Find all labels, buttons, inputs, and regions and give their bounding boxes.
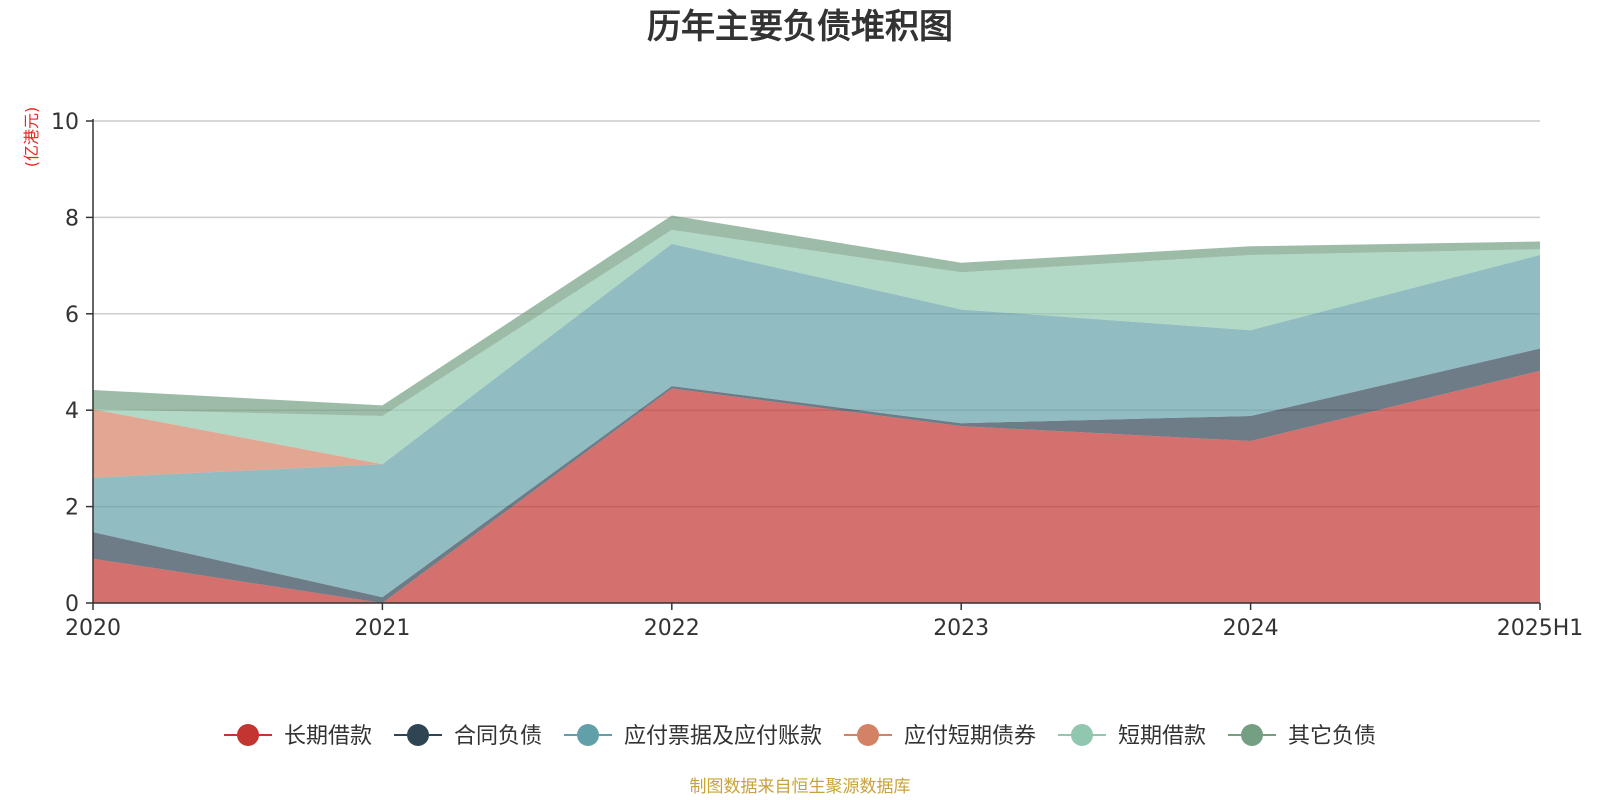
y-tick-label-2: 4: [65, 399, 79, 424]
legend-marker-2: [577, 724, 599, 746]
y-tick-label-3: 6: [65, 303, 79, 328]
x-tick-label-4: 2024: [1223, 616, 1279, 641]
x-tick-label-5: 2025H1: [1497, 616, 1584, 641]
legend-item-1: 合同负债: [394, 724, 542, 749]
area-layer: [93, 215, 1540, 603]
legend-label-4: 短期借款: [1118, 724, 1206, 749]
y-tick-label-0: 0: [65, 592, 79, 617]
y-tick-label-1: 2: [65, 496, 79, 521]
axis-layer: 0 2 4 6 8 10 2020 2021 2022 2023 2024 2025H1: [51, 110, 1583, 641]
area-5: [93, 215, 1540, 416]
x-tick-label-2: 2022: [644, 616, 700, 641]
area-0: [93, 370, 1540, 603]
area-3: [93, 243, 1540, 478]
area-2: [93, 243, 1540, 598]
x-tick-label-3: 2023: [933, 616, 989, 641]
legend-label-5: 其它负债: [1288, 724, 1376, 749]
legend-marker-5: [1241, 724, 1263, 746]
area-1: [93, 348, 1540, 603]
chart-title: 历年主要负债堆积图: [647, 7, 953, 47]
legend-marker-3: [857, 724, 879, 746]
data-source-note: 制图数据来自恒生聚源数据库: [690, 777, 911, 797]
y-tick-label-4: 8: [65, 206, 79, 231]
x-tick-label-0: 2020: [65, 616, 121, 641]
legend: 长期借款 合同负债 应付票据及应付账款 应付短期债券 短期借款 其它负债: [224, 724, 1376, 749]
y-tick-label-5: 10: [51, 110, 79, 135]
legend-label-2: 应付票据及应付账款: [624, 724, 822, 749]
legend-item-5: 其它负债: [1228, 724, 1376, 749]
legend-marker-4: [1071, 724, 1093, 746]
legend-marker-0: [237, 724, 259, 746]
legend-item-0: 长期借款: [224, 724, 372, 749]
legend-label-1: 合同负债: [454, 724, 542, 749]
legend-item-3: 应付短期债券: [844, 724, 1036, 749]
legend-item-4: 短期借款: [1058, 724, 1206, 749]
x-tick-label-1: 2021: [354, 616, 410, 641]
legend-label-0: 长期借款: [284, 724, 372, 749]
area-4: [93, 229, 1540, 465]
legend-item-2: 应付票据及应付账款: [564, 724, 822, 749]
y-axis-unit-label: (亿港元): [22, 107, 41, 168]
legend-marker-1: [407, 724, 429, 746]
legend-label-3: 应付短期债券: [904, 724, 1036, 749]
